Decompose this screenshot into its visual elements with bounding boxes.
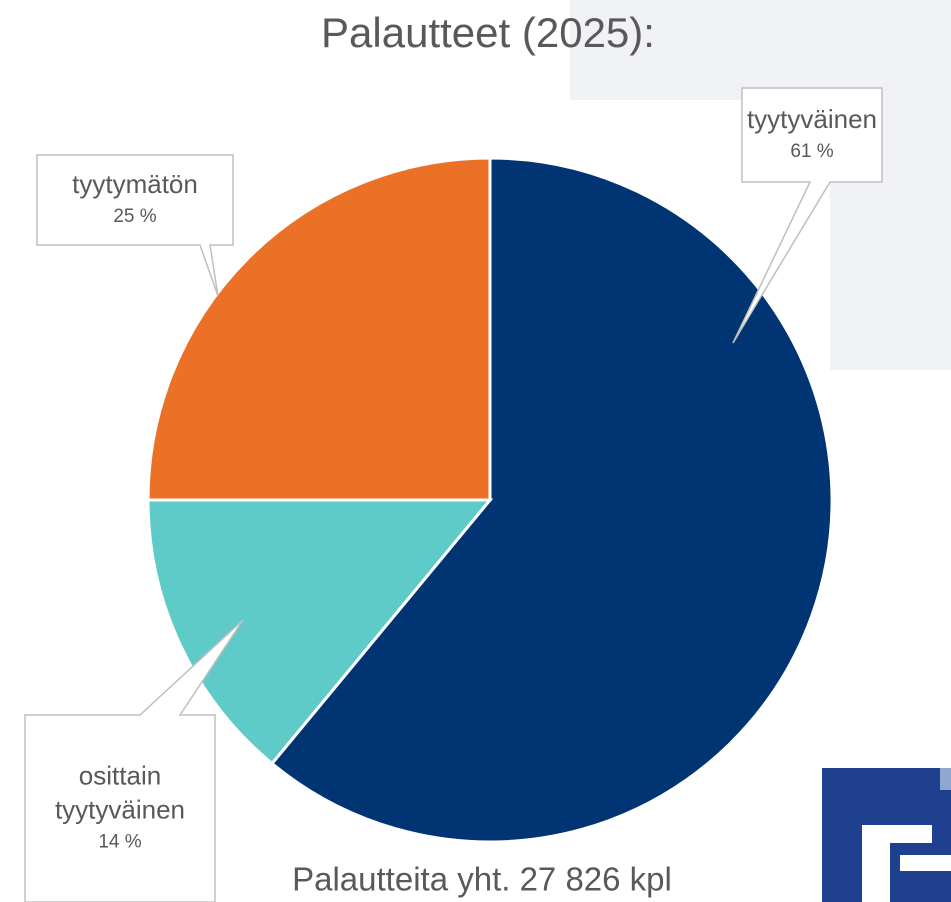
value-label: 14 % xyxy=(98,832,141,853)
callouts: tyytyväinen 61 % osittain tyytyväinen 14 % ty… xyxy=(24,87,883,902)
value-label: 61 % xyxy=(790,141,833,162)
logo xyxy=(822,768,951,902)
category-label: tyytymätön xyxy=(72,169,198,199)
category-label: osittain tyytyväinen xyxy=(55,760,185,824)
pie xyxy=(146,156,834,844)
pie-slice xyxy=(269,156,834,844)
pie-slice xyxy=(146,498,494,766)
background-panel xyxy=(570,0,951,100)
value-label: 25 % xyxy=(113,206,156,227)
chart-title: Palautteet (2025): xyxy=(321,9,655,56)
callout-box xyxy=(36,154,234,297)
category-label: tyytyväinen xyxy=(747,104,877,134)
annotation: Palautteita yht. 27 826 kpl xyxy=(292,861,672,898)
callout-box xyxy=(732,87,883,344)
callout-box xyxy=(24,619,244,902)
pie-slice xyxy=(146,156,492,502)
